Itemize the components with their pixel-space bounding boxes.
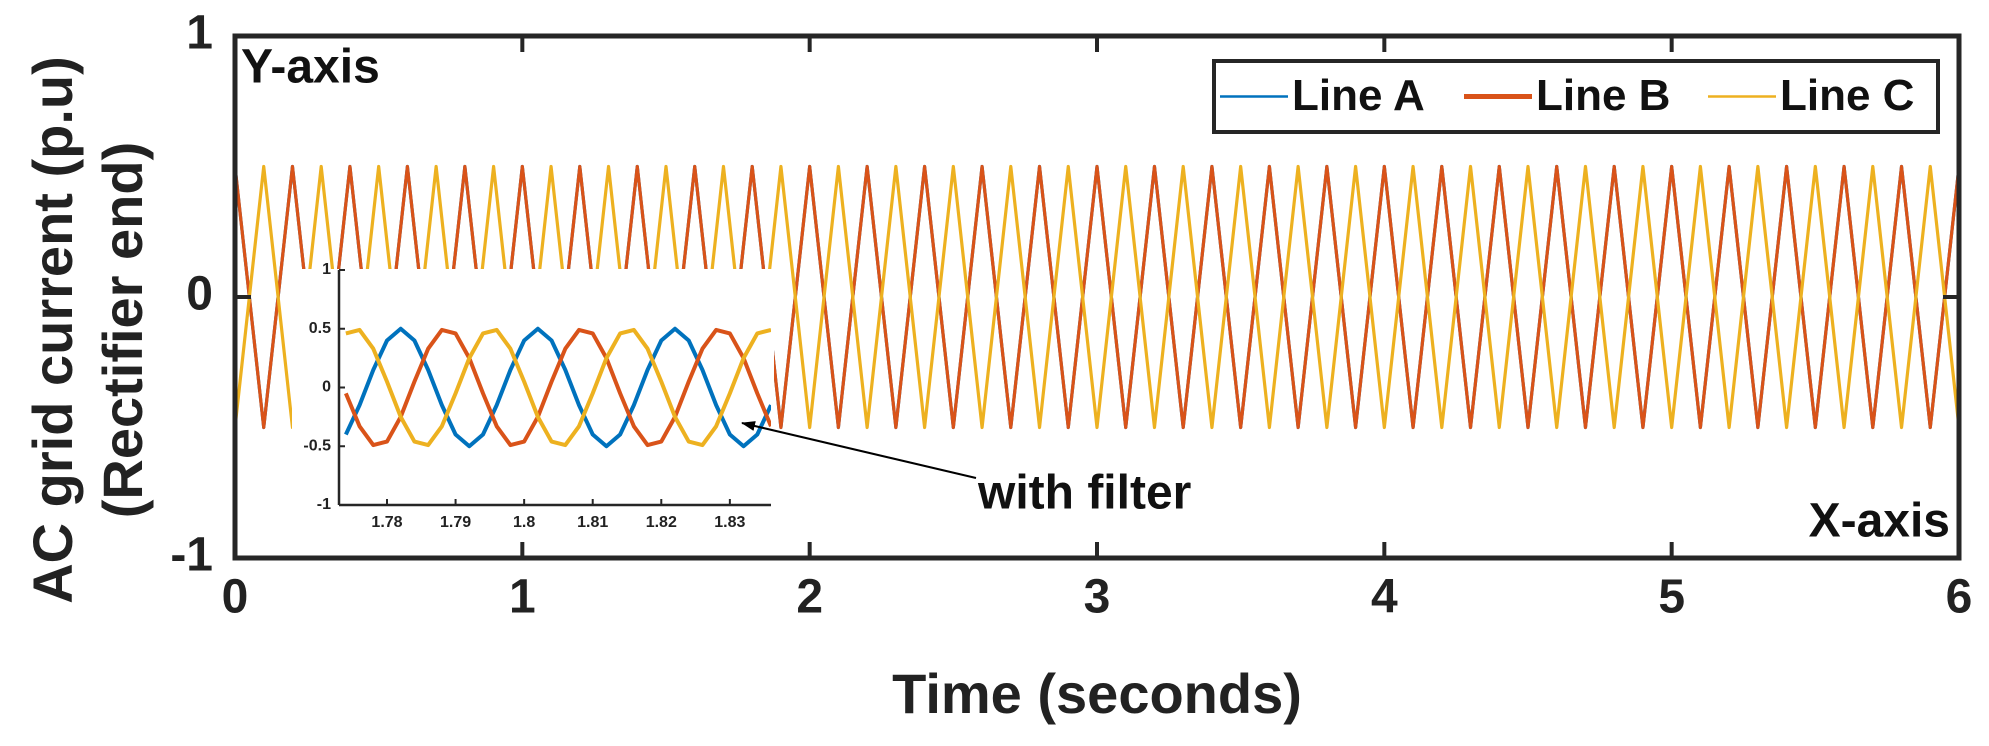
y-tick-label: 0 xyxy=(186,268,213,321)
x-tick-label: 1.8 xyxy=(513,514,535,531)
annotation: with filter xyxy=(977,467,1191,520)
x-tick-label: 1 xyxy=(509,571,536,624)
annotation-arrow xyxy=(741,421,977,479)
legend-label: Line B xyxy=(1536,71,1670,120)
inset-plot: -1 -0.5 0 0.5 1 1.78 1.79 1.8 1.81 1.82 1.83 xyxy=(292,261,774,535)
series-line xyxy=(344,327,771,448)
y-axis-label: AC grid current (p.u) xyxy=(21,56,84,604)
legend-label: Line C xyxy=(1780,71,1914,120)
annotation: X-axis xyxy=(1809,495,1950,548)
y-tick-label: 0 xyxy=(322,379,331,396)
y-tick-label: -1 xyxy=(170,529,213,582)
y-tick-label: -0.5 xyxy=(303,437,331,454)
series-group xyxy=(344,326,771,449)
series-line xyxy=(345,327,771,448)
x-tick-label: 1.81 xyxy=(577,514,608,531)
y-axis-label: (Rectifier end) xyxy=(91,142,154,519)
x-tick-label: 1.78 xyxy=(371,514,402,531)
y-tick-label: -1 xyxy=(317,496,331,513)
x-tick-label: 5 xyxy=(1658,571,1685,624)
y-tick-label: 1 xyxy=(322,261,331,278)
x-tick-label: 1.82 xyxy=(646,514,677,531)
x-tick-label: 2 xyxy=(796,571,823,624)
x-tick-label: 1.79 xyxy=(440,514,471,531)
annotation: Y-axis xyxy=(241,41,380,94)
x-tick-label: 1.83 xyxy=(714,514,745,531)
y-tick-label: 0.5 xyxy=(309,320,331,337)
x-tick-label: 0 xyxy=(222,571,249,624)
x-tick-label: 6 xyxy=(1946,571,1973,624)
x-tick-label: 4 xyxy=(1371,571,1398,624)
legend-label: Line A xyxy=(1292,71,1425,120)
legend-box xyxy=(1212,59,1940,134)
series-line xyxy=(235,164,1959,430)
x-tick-label: 3 xyxy=(1084,571,1111,624)
y-tick-label: 1 xyxy=(186,7,213,60)
overlay: Line A Line B Line C Y-axis X-axis with filte… xyxy=(241,41,1950,548)
series-line xyxy=(344,326,771,449)
x-axis-label: Time (seconds) xyxy=(892,662,1302,725)
